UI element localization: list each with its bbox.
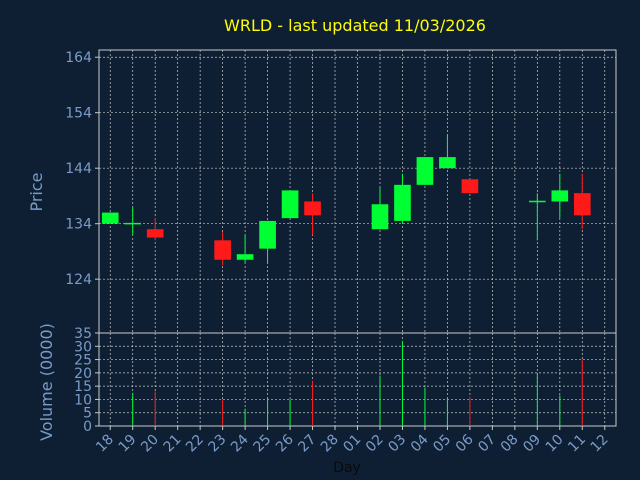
price-axis-label: Price — [27, 172, 46, 211]
candle-body-06 — [461, 179, 479, 194]
candle-body-03 — [394, 184, 411, 221]
volume-tick-label-5: 5 — [83, 406, 92, 422]
volume-tick-label-35: 35 — [74, 326, 92, 342]
price-tick-label-124: 124 — [65, 272, 92, 288]
price-tick-label-134: 134 — [65, 217, 92, 233]
volume-tick-label-30: 30 — [74, 339, 92, 355]
candle-body-11 — [573, 193, 591, 216]
price-axis: 124 134 144 154 164 — [65, 50, 99, 288]
volume-tick-label-0: 0 — [83, 419, 92, 435]
candle-body-23 — [214, 240, 231, 260]
candle-body-04 — [416, 157, 434, 185]
volume-tick-label-15: 15 — [74, 379, 92, 395]
volume-axis-label: Volume (0000) — [37, 323, 56, 441]
candle-body-05 — [439, 157, 456, 169]
price-tick-label-154: 154 — [65, 106, 92, 122]
day-axis-label: Day — [333, 460, 361, 476]
volume-bars — [132, 340, 583, 426]
price-tick-label-164: 164 — [65, 50, 92, 66]
chart-title: WRLD - last updated 11/03/2026 — [224, 16, 486, 35]
candle-body-02 — [371, 204, 389, 230]
candle-body-18 — [101, 212, 119, 224]
candle-body-10 — [551, 190, 569, 202]
candle-body-24 — [236, 254, 254, 260]
candles — [101, 134, 591, 266]
candle-body-25 — [259, 220, 276, 249]
candle-body-27 — [304, 201, 321, 216]
volume-tick-label-25: 25 — [74, 353, 92, 369]
price-tick-label-144: 144 — [65, 161, 92, 177]
volume-tick-label-10: 10 — [74, 392, 92, 408]
candle-body-20 — [146, 229, 164, 238]
volume-tick-label-20: 20 — [74, 366, 92, 382]
candle-body-26 — [281, 190, 299, 219]
